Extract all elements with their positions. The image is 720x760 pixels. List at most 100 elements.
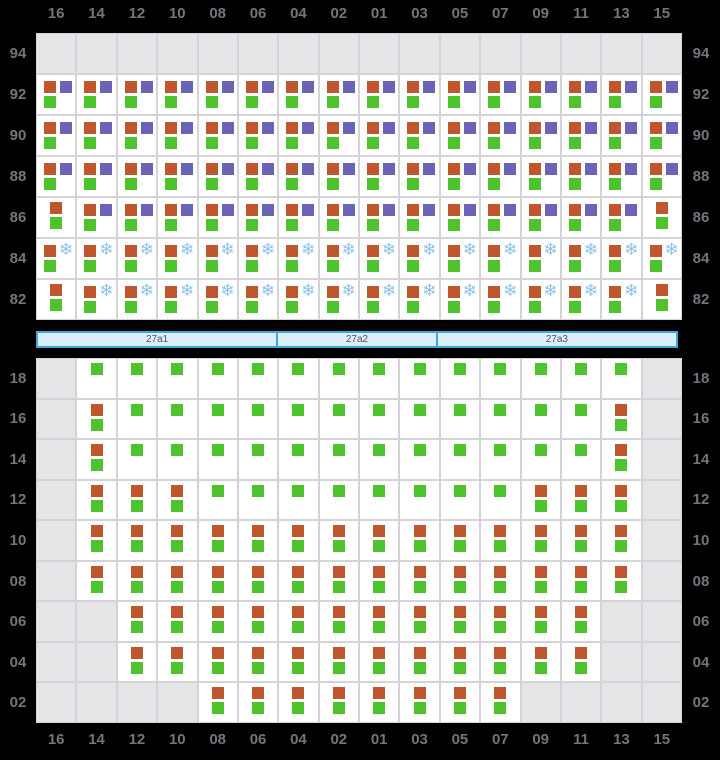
stow-cell[interactable]	[197, 358, 238, 399]
stow-cell[interactable]	[237, 641, 279, 683]
stow-cell[interactable]: ❄	[641, 238, 682, 279]
stow-cell[interactable]	[116, 197, 158, 238]
stow-cell[interactable]	[399, 439, 440, 480]
stow-cell[interactable]	[197, 74, 238, 115]
stow-cell[interactable]	[318, 115, 359, 156]
stow-cell[interactable]	[237, 601, 279, 642]
stow-cell[interactable]	[480, 115, 521, 156]
stow-cell[interactable]	[560, 479, 602, 521]
stow-cell[interactable]	[237, 115, 279, 156]
stow-cell[interactable]	[439, 74, 481, 115]
stow-cell[interactable]: ❄	[399, 279, 440, 320]
stow-cell[interactable]	[116, 641, 158, 683]
stow-cell[interactable]	[318, 520, 359, 561]
stow-cell[interactable]	[278, 682, 319, 723]
stow-cell[interactable]	[157, 358, 198, 399]
stow-cell[interactable]	[197, 601, 238, 642]
stow-cell[interactable]	[439, 398, 481, 440]
stow-cell[interactable]	[399, 398, 440, 440]
stow-cell[interactable]	[197, 641, 238, 683]
stow-cell[interactable]: ❄	[237, 238, 279, 279]
stow-cell[interactable]	[480, 398, 521, 440]
stow-cell[interactable]	[318, 398, 359, 440]
stow-cell[interactable]	[116, 358, 158, 399]
stow-cell[interactable]	[36, 197, 77, 238]
stow-cell[interactable]	[36, 156, 77, 197]
bay-section-27a1[interactable]: 27a1	[36, 331, 279, 348]
stow-cell[interactable]	[157, 641, 198, 683]
stow-cell[interactable]	[318, 439, 359, 480]
stow-cell[interactable]	[157, 520, 198, 561]
stow-cell[interactable]	[520, 641, 561, 683]
stow-cell[interactable]: ❄	[480, 238, 521, 279]
stow-cell[interactable]	[116, 520, 158, 561]
stow-cell[interactable]	[116, 560, 158, 602]
stow-cell[interactable]	[560, 358, 602, 399]
stow-cell[interactable]	[359, 197, 400, 238]
stow-cell[interactable]	[359, 115, 400, 156]
stow-cell[interactable]	[116, 601, 158, 642]
stow-cell[interactable]	[641, 279, 682, 320]
stow-cell[interactable]: ❄	[318, 279, 359, 320]
stow-cell[interactable]: ❄	[318, 238, 359, 279]
stow-cell[interactable]	[399, 115, 440, 156]
stow-cell[interactable]	[520, 197, 561, 238]
stow-cell[interactable]	[157, 74, 198, 115]
stow-cell[interactable]: ❄	[76, 279, 117, 320]
stow-cell[interactable]	[359, 682, 400, 723]
stow-cell[interactable]	[278, 479, 319, 521]
stow-cell[interactable]	[399, 601, 440, 642]
stow-cell[interactable]	[601, 398, 642, 440]
stow-cell[interactable]	[278, 398, 319, 440]
stow-cell[interactable]: ❄	[157, 238, 198, 279]
stow-cell[interactable]: ❄	[439, 238, 481, 279]
stow-cell[interactable]	[116, 156, 158, 197]
stow-cell[interactable]	[318, 197, 359, 238]
stow-cell[interactable]	[36, 279, 77, 320]
stow-cell[interactable]	[439, 197, 481, 238]
stow-cell[interactable]	[197, 520, 238, 561]
stow-cell[interactable]	[439, 641, 481, 683]
stow-cell[interactable]	[278, 601, 319, 642]
stow-cell[interactable]	[399, 560, 440, 602]
stow-cell[interactable]	[197, 479, 238, 521]
stow-cell[interactable]	[116, 115, 158, 156]
stow-cell[interactable]: ❄	[399, 238, 440, 279]
stow-cell[interactable]	[399, 520, 440, 561]
stow-cell[interactable]	[278, 560, 319, 602]
stow-cell[interactable]	[560, 439, 602, 480]
stow-cell[interactable]	[278, 197, 319, 238]
stow-cell[interactable]	[76, 479, 117, 521]
stow-cell[interactable]	[76, 197, 117, 238]
stow-cell[interactable]	[237, 74, 279, 115]
stow-cell[interactable]	[318, 156, 359, 197]
stow-cell[interactable]	[116, 479, 158, 521]
stow-cell[interactable]	[157, 115, 198, 156]
stow-cell[interactable]	[601, 156, 642, 197]
stow-cell[interactable]	[359, 641, 400, 683]
stow-cell[interactable]	[76, 156, 117, 197]
stow-cell[interactable]	[197, 560, 238, 602]
stow-cell[interactable]	[601, 520, 642, 561]
stow-cell[interactable]	[76, 358, 117, 399]
stow-cell[interactable]	[480, 560, 521, 602]
bay-section-27a2[interactable]: 27a2	[276, 331, 438, 348]
stow-cell[interactable]	[278, 115, 319, 156]
stow-cell[interactable]	[641, 156, 682, 197]
stow-cell[interactable]	[237, 358, 279, 399]
stow-cell[interactable]: ❄	[480, 279, 521, 320]
stow-cell[interactable]	[318, 682, 359, 723]
stow-cell[interactable]	[560, 601, 602, 642]
stow-cell[interactable]	[399, 358, 440, 399]
stow-cell[interactable]	[560, 74, 602, 115]
stow-cell[interactable]	[520, 115, 561, 156]
stow-cell[interactable]	[560, 398, 602, 440]
stow-cell[interactable]: ❄	[116, 279, 158, 320]
stow-cell[interactable]: ❄	[197, 238, 238, 279]
stow-cell[interactable]	[480, 74, 521, 115]
stow-cell[interactable]: ❄	[520, 238, 561, 279]
stow-cell[interactable]	[359, 479, 400, 521]
stow-cell[interactable]	[359, 439, 400, 480]
stow-cell[interactable]	[278, 520, 319, 561]
stow-cell[interactable]	[237, 156, 279, 197]
